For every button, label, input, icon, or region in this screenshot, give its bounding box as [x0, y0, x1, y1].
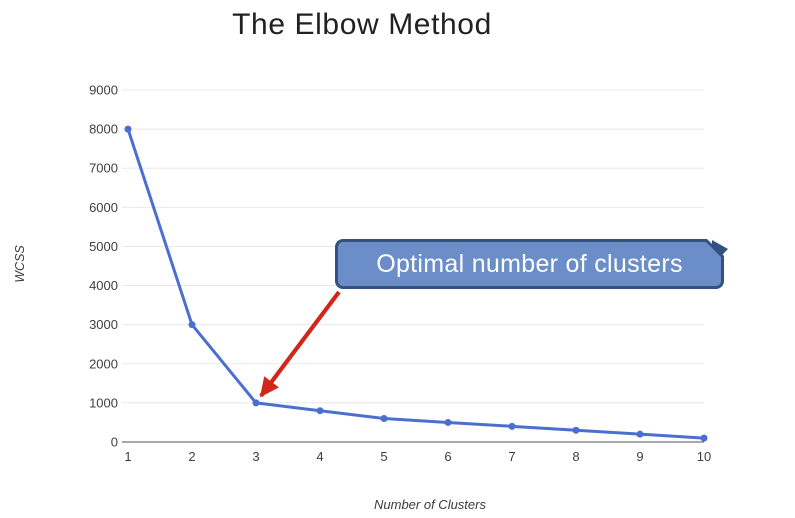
- svg-text:9: 9: [636, 449, 643, 464]
- gridlines: [122, 89, 704, 404]
- y-tick-labels: 0 1000 2000 3000 4000 5000 6000 7000 8000 9000: [89, 83, 118, 450]
- svg-text:8000: 8000: [89, 122, 118, 137]
- callout-label: Optimal number of clusters: [376, 249, 683, 278]
- svg-text:7: 7: [508, 449, 515, 464]
- svg-text:8: 8: [572, 449, 579, 464]
- svg-text:2: 2: [188, 449, 195, 464]
- svg-text:5: 5: [380, 449, 387, 464]
- chart-title: The Elbow Method: [232, 8, 492, 41]
- svg-text:4: 4: [316, 449, 323, 464]
- svg-text:1000: 1000: [89, 395, 118, 410]
- data-points: [124, 125, 708, 442]
- svg-text:9000: 9000: [89, 83, 118, 98]
- x-axis-title: Number of Clusters: [374, 497, 486, 512]
- callout-box: Optimal number of clusters: [338, 242, 721, 286]
- svg-text:0: 0: [111, 435, 118, 450]
- svg-text:4000: 4000: [89, 278, 118, 293]
- svg-text:3: 3: [252, 449, 259, 464]
- svg-text:7000: 7000: [89, 161, 118, 176]
- svg-text:6: 6: [444, 449, 451, 464]
- x-tick-labels: 1 2 3 4 5 6 7 8 9 10: [124, 449, 711, 464]
- svg-text:5000: 5000: [89, 239, 118, 254]
- wcss-line: [126, 127, 706, 440]
- svg-text:1: 1: [124, 449, 131, 464]
- callout-optimal-clusters: Optimal number of clusters: [335, 239, 728, 289]
- svg-text:10: 10: [697, 449, 711, 464]
- svg-text:6000: 6000: [89, 200, 118, 215]
- svg-text:3000: 3000: [89, 317, 118, 332]
- svg-text:2000: 2000: [89, 356, 118, 371]
- annotation-arrow: [259, 290, 341, 398]
